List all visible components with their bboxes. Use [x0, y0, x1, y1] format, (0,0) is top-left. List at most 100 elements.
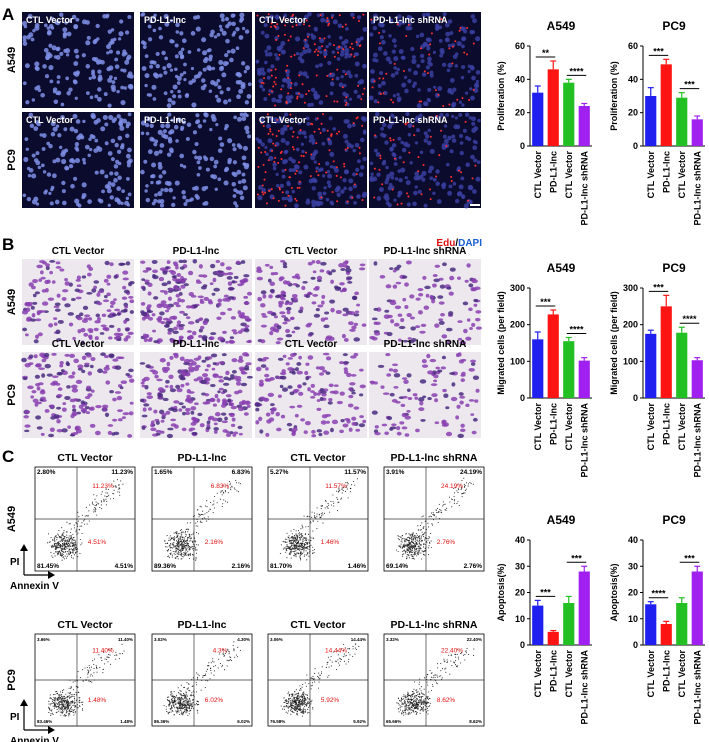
edu-dot	[273, 80, 276, 83]
cell-nucleus	[121, 189, 125, 194]
event-dot	[194, 548, 196, 550]
event-dot	[440, 509, 442, 511]
migrated-cell	[343, 361, 350, 364]
event-dot	[61, 545, 63, 547]
event-dot	[410, 550, 412, 553]
edu-dot	[423, 70, 426, 73]
event-dot	[292, 545, 294, 547]
cell-nucleus	[147, 37, 153, 42]
event-dot	[290, 552, 292, 554]
cell-nucleus	[311, 138, 316, 143]
cell-nucleus	[36, 85, 41, 90]
event-dot	[81, 709, 84, 711]
cell-nucleus	[73, 79, 78, 85]
event-dot	[58, 550, 60, 553]
edu-dot	[278, 188, 281, 191]
cell-nucleus	[224, 16, 230, 22]
cell-nucleus	[258, 139, 263, 144]
cell-nucleus	[373, 148, 378, 153]
migrated-cell	[108, 324, 115, 328]
event-dot	[59, 701, 61, 703]
cell-nucleus	[144, 189, 148, 193]
cell-nucleus	[310, 87, 316, 93]
quadrant-value: 1.46%	[348, 563, 367, 570]
migrated-cell	[194, 402, 199, 406]
event-dot	[178, 537, 180, 539]
cell-nucleus	[272, 162, 277, 167]
event-dot	[320, 508, 322, 510]
event-dot	[54, 540, 56, 542]
cell-nucleus	[281, 84, 285, 88]
event-dot	[61, 540, 63, 542]
migrated-cell	[434, 323, 440, 328]
event-dot	[302, 546, 305, 548]
edu-dot	[267, 132, 270, 135]
event-dot	[418, 547, 420, 549]
migrated-cell	[330, 307, 335, 313]
edu-dot	[277, 34, 280, 37]
event-dot	[71, 702, 73, 704]
cell-nucleus	[447, 19, 453, 24]
event-dot	[54, 700, 56, 702]
event-dot	[65, 697, 67, 699]
image-label: PD-L1-lnc shRNA	[384, 246, 467, 257]
event-dot	[411, 549, 414, 551]
edu-dot	[327, 138, 330, 141]
migrated-cell	[307, 322, 313, 326]
migrated-cell	[27, 385, 34, 390]
migrated-cell	[462, 301, 469, 306]
event-dot	[198, 514, 200, 516]
cell-nucleus	[194, 193, 199, 199]
event-dot	[411, 548, 414, 550]
cell-nucleus	[146, 116, 152, 122]
event-dot	[324, 507, 326, 509]
cell-nucleus	[126, 163, 131, 168]
cell-nucleus	[62, 27, 68, 33]
event-dot	[437, 511, 439, 514]
migrated-cell	[109, 305, 114, 308]
cell-nucleus	[101, 189, 105, 194]
event-dot	[423, 535, 425, 538]
migrated-cell	[319, 366, 325, 371]
event-dot	[175, 549, 177, 551]
migrated-cell	[296, 404, 303, 408]
migrated-cell	[325, 413, 332, 417]
cell-nucleus	[461, 195, 465, 199]
cell-nucleus	[406, 202, 411, 207]
cell-nucleus	[157, 190, 163, 197]
migrated-cell	[265, 432, 270, 437]
cell-nucleus	[321, 174, 326, 178]
migrated-cell	[287, 357, 294, 360]
cell-nucleus	[238, 145, 243, 150]
flow-plot: 1.65% 6.83%89.36% 2.16%6.83%2.16%	[151, 466, 253, 572]
migrated-cell	[103, 278, 109, 283]
event-dot	[182, 536, 184, 538]
cell-nucleus	[154, 139, 159, 144]
migrated-cell	[173, 326, 178, 331]
cell-nucleus	[221, 17, 225, 22]
plot-label: PD-L1-lnc	[177, 452, 226, 464]
migrated-cell	[390, 319, 395, 324]
migrated-cell	[117, 409, 124, 413]
edu-dot	[281, 191, 284, 194]
cell-nucleus	[370, 172, 374, 176]
migrated-cell	[103, 327, 108, 331]
cell-nucleus	[384, 140, 389, 145]
edu-dot	[287, 92, 290, 95]
migrated-cell	[91, 288, 97, 293]
migrated-cell	[61, 407, 67, 412]
event-dot	[74, 547, 77, 549]
event-dot	[54, 546, 56, 548]
cell-nucleus	[299, 52, 304, 57]
cell-nucleus	[391, 143, 397, 148]
cell-nucleus	[396, 92, 400, 97]
event-dot	[300, 544, 302, 546]
event-dot	[311, 511, 313, 513]
cell-nucleus	[260, 30, 265, 35]
cell-nucleus	[421, 177, 426, 182]
migrated-cell	[240, 382, 248, 387]
migrated-cell	[62, 402, 67, 406]
migrated-cell	[459, 428, 466, 432]
migrated-cell	[35, 318, 42, 322]
cell-nucleus	[266, 75, 271, 80]
